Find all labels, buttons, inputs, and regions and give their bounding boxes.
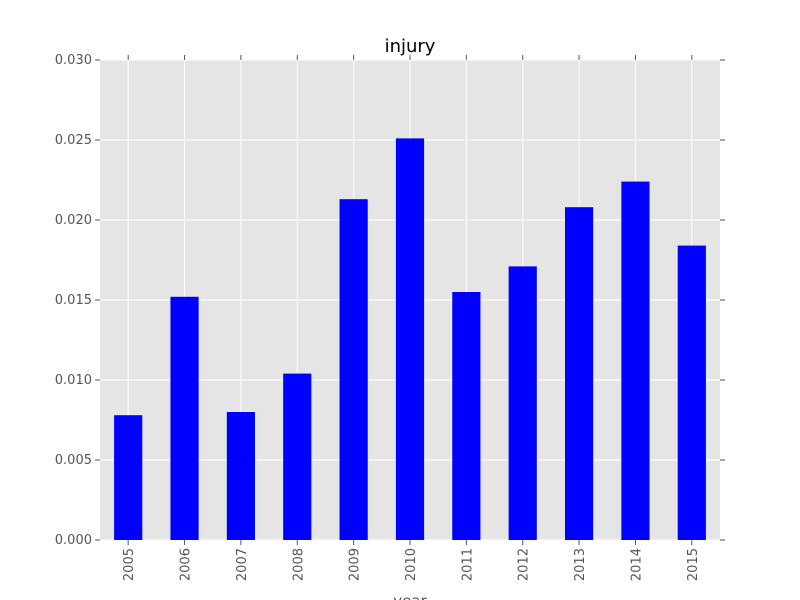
- x-tick-label: 2012: [517, 548, 532, 581]
- x-tick-label: 2011: [460, 548, 475, 581]
- y-tick-label: 0.000: [55, 533, 92, 548]
- y-tick-label: 0.015: [55, 293, 92, 308]
- bar-2012: [508, 266, 537, 540]
- bar-2007: [226, 412, 255, 540]
- x-tick-label: 2007: [235, 548, 250, 581]
- x-tick-label: 2009: [348, 548, 363, 581]
- y-tick-label: 0.020: [55, 213, 92, 228]
- x-tick-label: 2015: [686, 548, 701, 581]
- x-tick-label: 2010: [404, 548, 419, 581]
- x-tick-label: 2014: [629, 548, 644, 581]
- bar-2008: [283, 373, 312, 540]
- x-tick-label: 2005: [122, 548, 137, 581]
- bar-2005: [114, 415, 143, 540]
- x-tick-label: 2013: [573, 548, 588, 581]
- bar-2010: [395, 138, 425, 540]
- y-tick-label: 0.025: [55, 133, 92, 148]
- x-axis-label: year: [393, 592, 427, 600]
- bars: [114, 138, 706, 540]
- x-tick-label: 2008: [291, 548, 306, 581]
- bar-2006: [170, 296, 199, 540]
- y-tick-label: 0.010: [55, 373, 92, 388]
- bar-2015: [677, 245, 706, 540]
- bar-2014: [621, 181, 650, 540]
- bar-2013: [565, 207, 594, 540]
- x-tick-label: 2006: [179, 548, 194, 581]
- axis-ticks: 0.000 0.005 0.010 0.015 0.020 0.025 0.030 2005 2…: [55, 53, 725, 581]
- bar-2011: [452, 292, 481, 540]
- chart-title: injury: [385, 36, 436, 57]
- y-tick-label: 0.030: [55, 53, 92, 68]
- y-tick-label: 0.005: [55, 453, 92, 468]
- bar-2009: [339, 199, 368, 540]
